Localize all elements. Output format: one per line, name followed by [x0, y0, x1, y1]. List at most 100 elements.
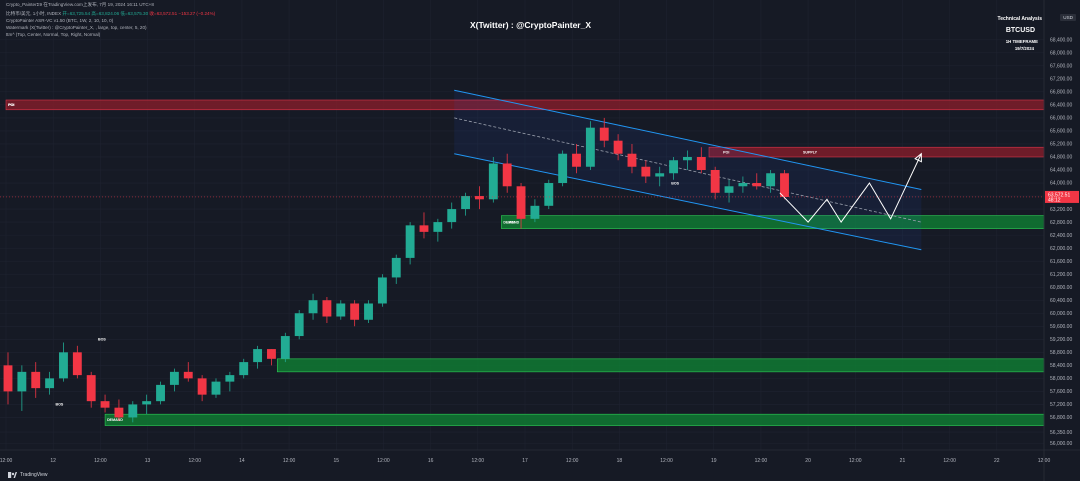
- candle-body: [627, 153, 637, 167]
- time-tick-label: 12:00: [283, 458, 296, 464]
- time-tick-label: 12:00: [755, 458, 768, 464]
- zone-label: DEMAND: [107, 418, 123, 422]
- structure-label: POI: [8, 103, 14, 107]
- candle-body: [530, 205, 540, 219]
- candle-body: [280, 336, 290, 359]
- price-tick-label: 64,800.00: [1050, 155, 1072, 161]
- chart-header-title: Crypto_PainterΣ9 在TradingView.com上发布, 7月…: [6, 2, 154, 7]
- structure-label: BOS: [98, 338, 106, 342]
- candle-body: [558, 153, 568, 184]
- price-tick-label: 66,400.00: [1050, 103, 1072, 109]
- price-tick-label: 65,600.00: [1050, 129, 1072, 135]
- structure-label: POI: [508, 220, 514, 224]
- candle-body: [461, 196, 471, 210]
- time-tick-label: 17: [522, 458, 528, 464]
- candle-body: [225, 375, 235, 382]
- price-axis: [1044, 0, 1080, 481]
- zone-label: SUPPLY: [803, 150, 818, 154]
- tradingview-logo-icon: [8, 472, 17, 478]
- candle-body: [114, 407, 124, 418]
- time-tick-label: 12:00: [849, 458, 862, 464]
- time-tick-label: 21: [900, 458, 906, 464]
- candle-body: [100, 401, 110, 408]
- candle-body: [641, 166, 651, 177]
- candle-body: [308, 300, 318, 314]
- price-tick-label: 65,200.00: [1050, 142, 1072, 148]
- candle-body: [3, 365, 13, 392]
- price-tick-label: 59,600.00: [1050, 324, 1072, 330]
- time-tick-label: 12:00: [188, 458, 201, 464]
- zone-label: DEMAND: [503, 220, 519, 224]
- analysis-title: Technical Analysis: [997, 16, 1042, 22]
- time-tick-label: 22: [994, 458, 1000, 464]
- price-tick-label: 57,200.00: [1050, 402, 1072, 408]
- price-tick-label: 67,600.00: [1050, 64, 1072, 70]
- time-tick-label: 13: [145, 458, 151, 464]
- price-tick-label: 62,000.00: [1050, 246, 1072, 252]
- price-tick-label: 56,000.00: [1050, 441, 1072, 447]
- ohlc-open: 开=63,725.54: [62, 11, 91, 16]
- candle-body: [447, 209, 457, 223]
- time-tick-label: 20: [805, 458, 811, 464]
- candle-body: [419, 225, 429, 232]
- candle-body: [766, 173, 776, 187]
- projection-path: [779, 153, 922, 223]
- price-tick-label: 68,400.00: [1050, 37, 1072, 43]
- chart-header-ohlc: 比特币/美元, 1小时, INDEX 开=63,725.54 高=63,824.…: [6, 11, 215, 17]
- symbol-line: 比特币/美元, 1小时, INDEX: [6, 11, 62, 16]
- candle-body: [239, 362, 249, 376]
- time-tick-label: 12:00: [472, 458, 485, 464]
- current-price-value: 63,572.51: [1048, 192, 1070, 198]
- candle-body: [253, 349, 263, 363]
- ohlc-high: 高=63,824.06: [91, 11, 120, 16]
- tradingview-label: TradingView: [20, 472, 48, 478]
- price-tick-label: 62,400.00: [1050, 233, 1072, 239]
- candle-body: [724, 186, 734, 193]
- price-tick-label: 68,000.00: [1050, 50, 1072, 56]
- candle-body: [17, 371, 27, 392]
- price-tick-label: 58,000.00: [1050, 376, 1072, 382]
- candle-body: [267, 349, 276, 359]
- candle-body: [613, 140, 623, 154]
- price-tick-label: 59,200.00: [1050, 337, 1072, 343]
- price-tick-label: 60,400.00: [1050, 298, 1072, 304]
- candle-body: [322, 300, 332, 317]
- zone-label: POI: [8, 103, 14, 107]
- candle-body: [211, 381, 221, 395]
- indicator-ttm[interactable]: ttm^ (Top, Center, Normal, Top, Right, N…: [6, 32, 101, 37]
- candle-body: [599, 127, 609, 141]
- candle-body: [364, 303, 373, 320]
- time-tick-label: 12:00: [660, 458, 673, 464]
- price-tick-label: 56,800.00: [1050, 415, 1072, 421]
- candle-body: [433, 222, 443, 232]
- tradingview-brand[interactable]: TradingView: [8, 472, 48, 478]
- structure-label: BOS: [56, 403, 64, 407]
- candle-body: [585, 127, 595, 167]
- time-tick-label: 12:00: [566, 458, 579, 464]
- candle-body: [738, 183, 748, 187]
- price-tick-label: 62,800.00: [1050, 220, 1072, 226]
- price-tick-label: 61,600.00: [1050, 259, 1072, 265]
- candle-body: [696, 156, 706, 170]
- currency-button[interactable]: USD: [1060, 14, 1076, 21]
- time-tick-label: 12:00: [94, 458, 107, 464]
- analysis-symbol: BTCUSD: [1005, 27, 1035, 34]
- time-tick-label: 12:00: [943, 458, 956, 464]
- candle-body: [350, 303, 360, 320]
- channel-lower-line: [454, 153, 922, 251]
- structure-label: POI: [723, 150, 729, 154]
- indicator-asr[interactable]: CryptoPainter ASR-VC v1.50 (BTC, 1W, 2, …: [6, 18, 114, 23]
- candle-body: [45, 378, 55, 389]
- candle-body: [377, 277, 387, 304]
- candle-body: [488, 163, 498, 200]
- price-tick-label: 58,800.00: [1050, 350, 1072, 356]
- price-tick-label: 60,000.00: [1050, 311, 1072, 317]
- candle-body: [516, 186, 526, 219]
- indicator-watermark[interactable]: Watermark (X(Twitter) : @CryptoPainter_X…: [6, 25, 147, 30]
- price-tick-label: 63,200.00: [1050, 207, 1072, 213]
- candle-body: [780, 173, 789, 197]
- time-tick-label: 19: [711, 458, 717, 464]
- candle-body: [86, 375, 96, 402]
- channel-upper-line: [454, 89, 922, 191]
